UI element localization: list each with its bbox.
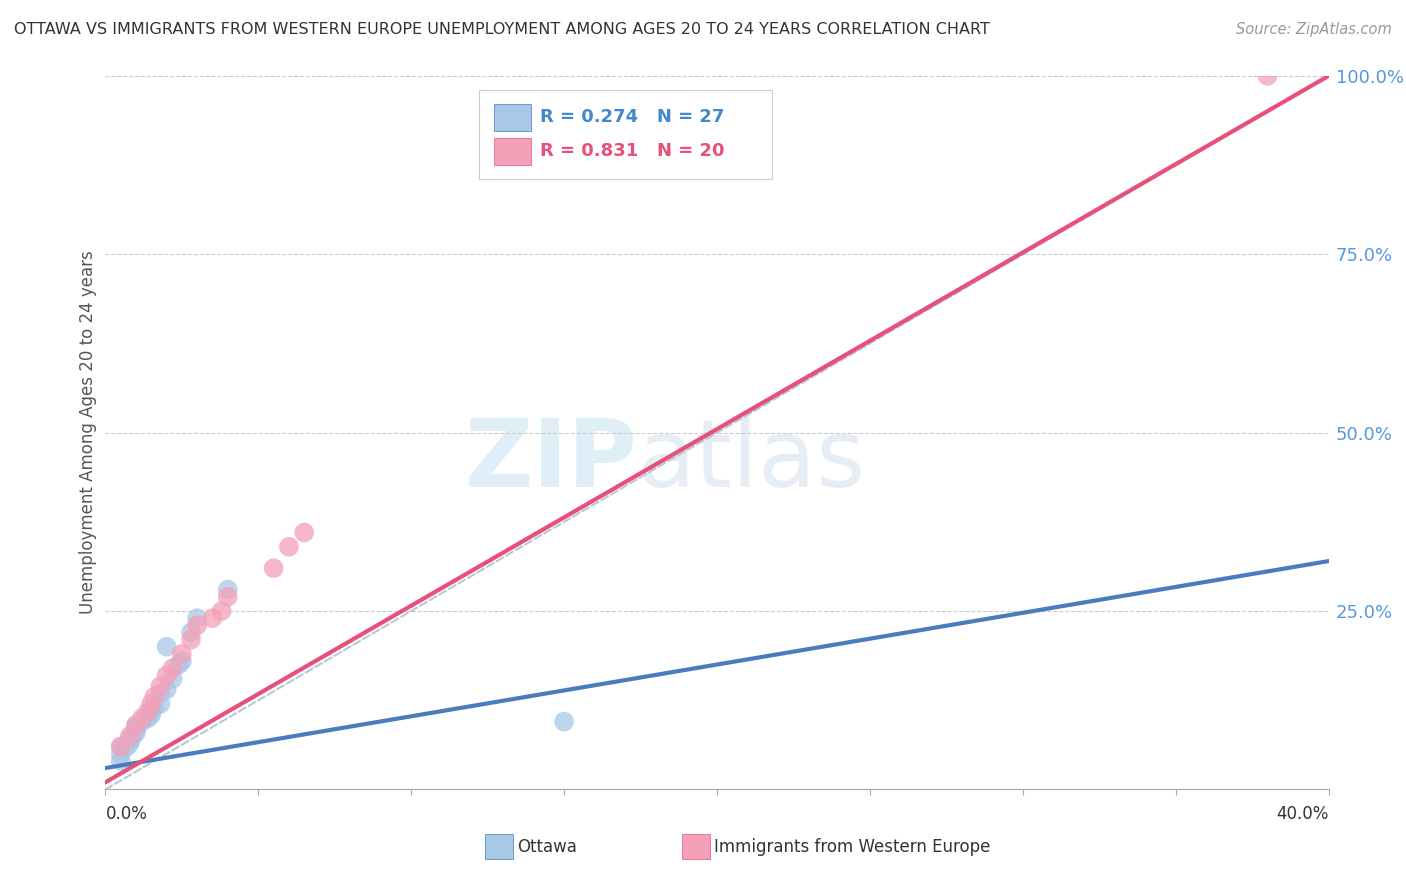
Point <box>186 618 208 632</box>
FancyBboxPatch shape <box>495 103 531 131</box>
Text: R = 0.274   N = 27: R = 0.274 N = 27 <box>540 108 724 126</box>
Point <box>115 739 138 754</box>
Point <box>162 672 184 686</box>
Text: Source: ZipAtlas.com: Source: ZipAtlas.com <box>1236 22 1392 37</box>
Point <box>149 686 172 700</box>
Point <box>125 718 148 732</box>
Point <box>118 732 141 747</box>
Point <box>292 525 315 540</box>
Point <box>149 679 172 693</box>
Point <box>110 739 132 754</box>
Point <box>110 739 132 754</box>
Point <box>110 754 132 768</box>
Point <box>141 697 163 711</box>
Point <box>131 711 153 725</box>
Point <box>134 711 156 725</box>
Text: OTTAWA VS IMMIGRANTS FROM WESTERN EUROPE UNEMPLOYMENT AMONG AGES 20 TO 24 YEARS : OTTAWA VS IMMIGRANTS FROM WESTERN EUROPE… <box>14 22 990 37</box>
Point <box>201 611 224 625</box>
Point <box>136 704 159 718</box>
Point <box>155 682 177 697</box>
Point <box>141 707 163 722</box>
Point <box>125 722 148 736</box>
Point <box>180 625 202 640</box>
Point <box>180 632 202 647</box>
Point <box>167 657 190 672</box>
Text: atlas: atlas <box>637 415 866 508</box>
Point <box>143 690 166 704</box>
Text: 0.0%: 0.0% <box>105 805 148 822</box>
Point <box>1256 69 1278 83</box>
Point <box>122 729 145 743</box>
Text: Ottawa: Ottawa <box>517 838 578 855</box>
Point <box>155 668 177 682</box>
Text: 40.0%: 40.0% <box>1277 805 1329 822</box>
Point <box>186 611 208 625</box>
Point <box>217 582 239 597</box>
Point <box>141 704 163 718</box>
Text: R = 0.831   N = 20: R = 0.831 N = 20 <box>540 143 724 161</box>
Text: ZIP: ZIP <box>464 415 637 508</box>
Point <box>110 747 132 761</box>
Point <box>136 711 159 725</box>
Text: Immigrants from Western Europe: Immigrants from Western Europe <box>714 838 991 855</box>
FancyBboxPatch shape <box>478 90 772 179</box>
Y-axis label: Unemployment Among Ages 20 to 24 years: Unemployment Among Ages 20 to 24 years <box>79 251 97 615</box>
Point <box>211 604 233 618</box>
Point <box>162 661 184 675</box>
Point <box>155 640 177 654</box>
Point <box>277 540 299 554</box>
Point <box>149 697 172 711</box>
Point <box>125 718 148 732</box>
Point <box>118 736 141 750</box>
Point <box>125 725 148 739</box>
Point <box>170 647 193 661</box>
Point <box>217 590 239 604</box>
Point <box>553 714 575 729</box>
FancyBboxPatch shape <box>495 138 531 165</box>
Point <box>118 729 141 743</box>
Point <box>170 654 193 668</box>
Point <box>143 700 166 714</box>
Point <box>263 561 285 575</box>
Point <box>131 714 153 729</box>
